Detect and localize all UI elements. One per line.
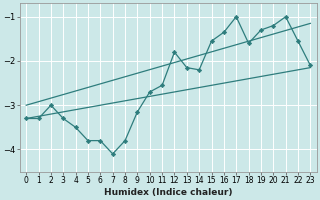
X-axis label: Humidex (Indice chaleur): Humidex (Indice chaleur)	[104, 188, 233, 197]
